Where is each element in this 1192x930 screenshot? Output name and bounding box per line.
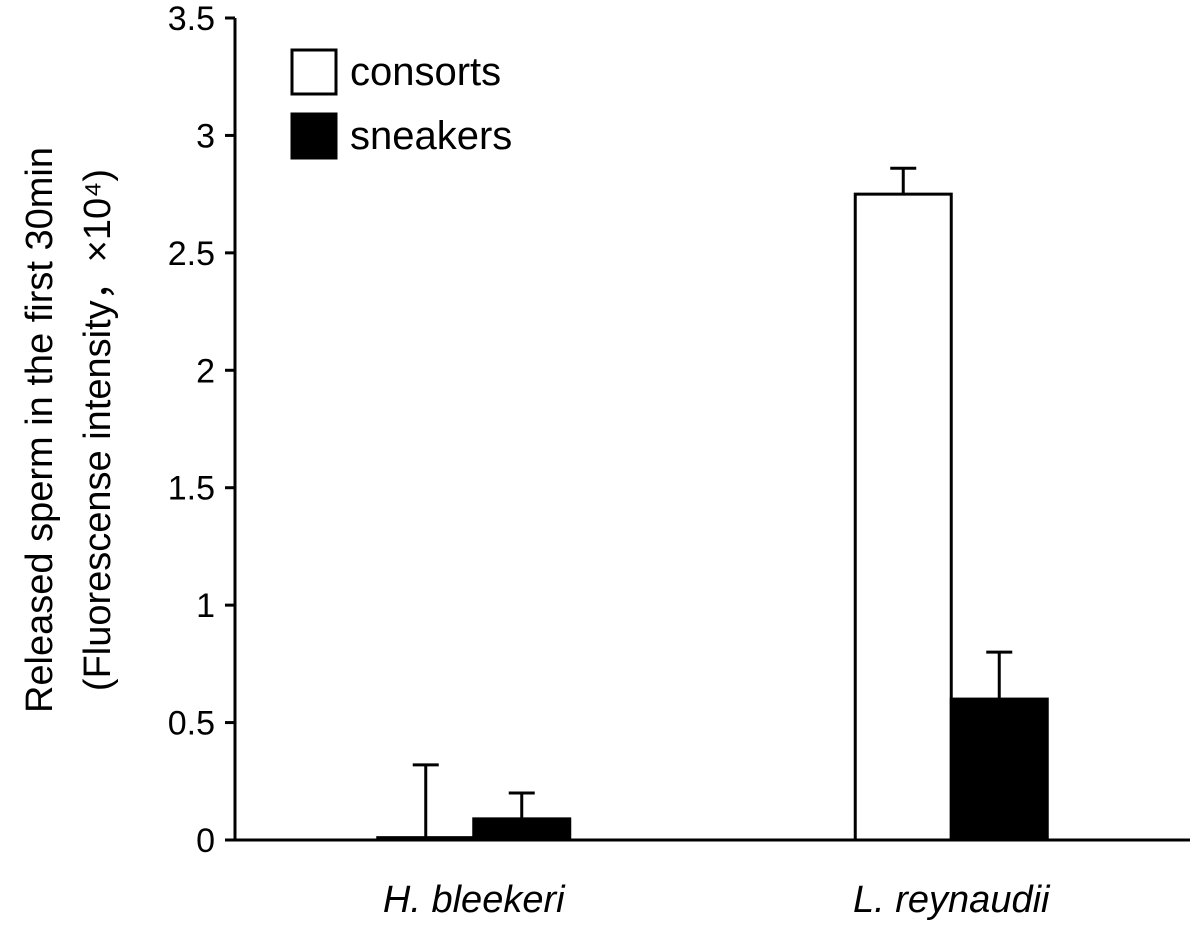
bars xyxy=(376,192,1049,842)
legend-swatch-sneakers xyxy=(290,112,338,160)
y-tick-label: 2.5 xyxy=(168,235,215,273)
y-axis-title: Released sperm in the first 30min (Fluor… xyxy=(19,147,119,713)
x-category-label: L. reynaudii xyxy=(853,879,1051,921)
y-tick-label: 3 xyxy=(196,117,215,155)
legend-label-sneakers: sneakers xyxy=(350,114,512,158)
y-axis-title-line2: (Fluorescense intensity，×10⁴) xyxy=(77,169,119,691)
y-tick-label: 1.5 xyxy=(168,470,215,508)
bar-sneakers-0 xyxy=(472,817,572,842)
bar-sneakers-1 xyxy=(949,697,1049,842)
bar-consorts-1 xyxy=(853,192,953,842)
y-tick-label: 3.5 xyxy=(168,0,215,38)
x-axis-labels: H. bleekeri L. reynaudii xyxy=(383,879,1051,921)
legend: consorts sneakers xyxy=(290,48,512,160)
y-tick-label: 0.5 xyxy=(168,705,215,743)
y-tick-label: 2 xyxy=(196,352,215,390)
legend-label-consorts: consorts xyxy=(350,50,501,94)
y-tick-label: 1 xyxy=(196,587,215,625)
y-axis-title-line1: Released sperm in the first 30min xyxy=(19,147,61,713)
y-tick-label: 0 xyxy=(196,822,215,860)
y-axis-ticks: 0 0.5 1 1.5 2 2.5 3 3.5 xyxy=(168,0,235,860)
legend-swatch-consorts xyxy=(290,48,338,96)
x-category-label: H. bleekeri xyxy=(383,879,566,921)
error-bars xyxy=(412,166,1013,838)
axes xyxy=(233,18,1190,842)
